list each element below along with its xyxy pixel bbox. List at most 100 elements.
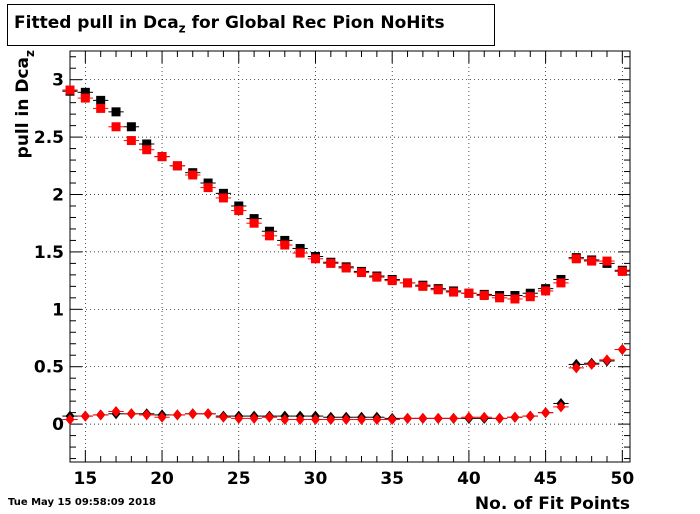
data-point-diamond: [587, 358, 597, 370]
data-point-square: [157, 152, 167, 162]
chart-title-suffix: for Global Rec Pion NoHits: [185, 13, 445, 33]
data-point-square: [203, 183, 213, 193]
data-point-diamond: [372, 414, 382, 426]
x-tick-label: 20: [150, 469, 174, 489]
data-point-square: [203, 178, 213, 188]
x-tick-label: 25: [227, 469, 251, 489]
data-point-square: [126, 122, 136, 132]
data-point-square: [449, 287, 459, 297]
data-point-diamond: [479, 411, 489, 423]
data-point-square: [96, 95, 106, 105]
data-point-square: [80, 87, 90, 97]
data-point-diamond: [65, 414, 75, 426]
data-point-square: [264, 231, 274, 241]
data-point-square: [571, 254, 581, 264]
y-axis-title: pull in Dcaz: [13, 50, 37, 158]
data-point-square: [249, 214, 259, 224]
data-point-square: [295, 248, 305, 258]
data-point-diamond: [157, 411, 167, 423]
data-point-square: [218, 193, 228, 203]
data-point-diamond: [80, 410, 90, 422]
data-point-square: [218, 188, 228, 198]
data-point-square: [234, 201, 244, 211]
y-axis-title-main: pull in Dca: [13, 57, 33, 158]
y-tick-label: 2: [52, 186, 64, 206]
y-tick-label: 0.5: [34, 358, 64, 378]
y-tick-label: 1.5: [34, 243, 64, 263]
data-point-diamond: [142, 409, 152, 421]
data-point-square: [479, 291, 489, 301]
data-point-diamond: [387, 414, 397, 426]
data-point-square: [372, 272, 382, 282]
data-point-diamond: [433, 412, 443, 424]
chart-title: Fitted pull in Dcaz for Global Rec Pion …: [14, 13, 445, 35]
data-point-square: [418, 281, 428, 291]
x-tick-label: 50: [610, 469, 634, 489]
data-point-diamond: [449, 412, 459, 424]
data-point-square: [188, 170, 198, 180]
data-point-diamond: [264, 411, 274, 423]
data-point-square: [234, 206, 244, 216]
data-point-square: [80, 93, 90, 103]
data-point-diamond: [326, 414, 336, 426]
timestamp: Tue May 15 09:58:09 2018: [8, 497, 156, 508]
data-point-diamond: [556, 401, 566, 413]
data-point-square: [433, 285, 443, 295]
data-point-diamond: [617, 343, 627, 355]
y-tick-label: 2.5: [34, 128, 64, 148]
data-point-square: [464, 288, 474, 298]
y-tick-label: 1: [52, 300, 64, 320]
data-point-square: [387, 276, 397, 286]
data-point-square: [142, 145, 152, 155]
data-point-diamond: [310, 414, 320, 426]
data-point-diamond: [203, 408, 213, 420]
data-point-diamond: [403, 412, 413, 424]
data-point-diamond: [126, 408, 136, 420]
data-point-square: [341, 263, 351, 273]
data-point-square: [587, 256, 597, 266]
data-point-square: [495, 293, 505, 303]
chart-title-subscript: z: [178, 21, 186, 36]
x-tick-label: 15: [74, 469, 98, 489]
data-point-diamond: [249, 412, 259, 424]
data-point-square: [142, 139, 152, 149]
data-point-square: [96, 103, 106, 113]
data-point-diamond: [571, 362, 581, 374]
data-point-diamond: [218, 411, 228, 423]
data-point-square: [295, 243, 305, 253]
chart-title-main: Fitted pull in Dca: [14, 13, 179, 33]
data-point-diamond: [510, 411, 520, 423]
data-point-square: [264, 226, 274, 236]
data-point-diamond: [341, 414, 351, 426]
data-point-diamond: [280, 414, 290, 426]
x-tick-label: 45: [534, 469, 558, 489]
data-point-diamond: [495, 412, 505, 424]
data-point-square: [525, 292, 535, 302]
data-point-diamond: [234, 412, 244, 424]
data-point-diamond: [111, 405, 121, 417]
x-tick-label: 40: [457, 469, 481, 489]
data-point-square: [111, 107, 121, 117]
data-point-square: [280, 240, 290, 250]
data-point-square: [541, 286, 551, 296]
data-point-square: [111, 122, 121, 132]
data-point-diamond: [172, 409, 182, 421]
data-point-diamond: [96, 409, 106, 421]
data-point-square: [310, 254, 320, 264]
data-point-diamond: [525, 410, 535, 422]
data-point-square: [617, 266, 627, 276]
data-point-diamond: [541, 407, 551, 419]
data-point-square: [556, 278, 566, 288]
data-point-square: [280, 235, 290, 245]
data-point-square: [403, 278, 413, 288]
data-point-diamond: [357, 414, 367, 426]
data-point-square: [602, 256, 612, 266]
data-point-square: [249, 218, 259, 228]
data-point-square: [65, 85, 75, 95]
plot-frame: [69, 50, 631, 463]
x-tick-label: 30: [304, 469, 328, 489]
data-point-square: [172, 161, 182, 171]
y-axis-title-subscript: z: [23, 50, 37, 57]
data-point-diamond: [602, 354, 612, 366]
